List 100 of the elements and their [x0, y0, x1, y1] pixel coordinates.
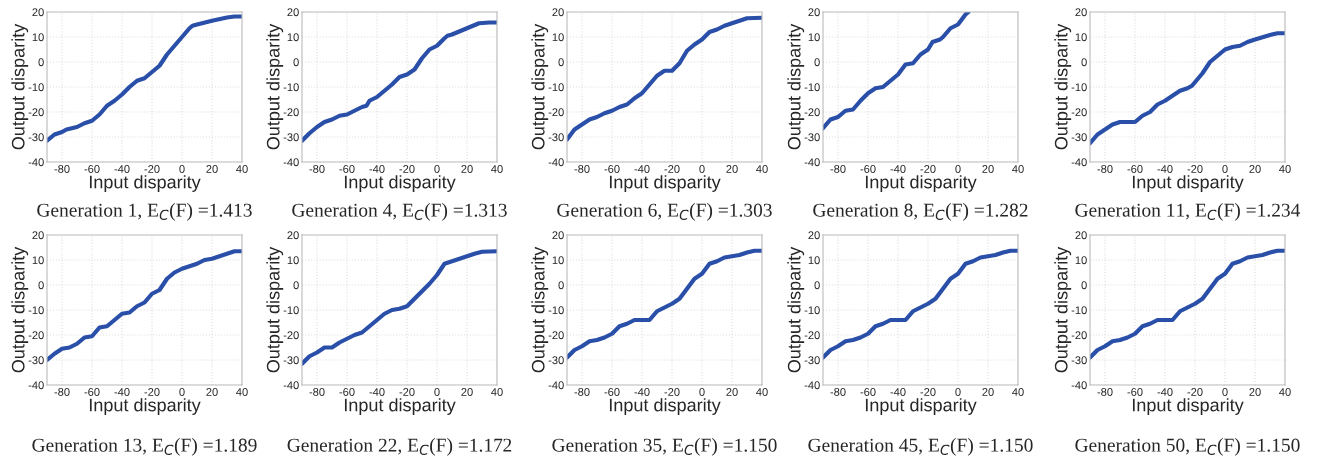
y-tick-label: -40 — [804, 381, 820, 390]
x-tick-label: 40 — [491, 165, 503, 173]
x-tick-label: -80 — [54, 165, 70, 173]
x-tick-label: 20 — [206, 165, 218, 173]
x-tick-label: -60 — [1127, 388, 1143, 396]
x-tick-label: 40 — [1279, 165, 1291, 173]
y-tick-label: 20 — [32, 8, 44, 17]
text: Generation 8, E$_{C}$(F) =1.282 — [813, 203, 1028, 221]
y-tick-label: -10 — [283, 83, 299, 92]
y-tick-label: 0 — [558, 281, 564, 290]
x-tick-label: -40 — [890, 165, 906, 173]
y-tick-label: 20 — [808, 8, 820, 17]
x-tick-label: -60 — [84, 388, 100, 396]
x-tick-label: 20 — [982, 165, 994, 173]
y-tick-label: -10 — [548, 306, 564, 315]
x-axis-title: Input disparity — [865, 398, 977, 415]
x-tick-label: -60 — [339, 388, 355, 396]
y-tick-label: -20 — [548, 331, 564, 340]
text: Generation 11, E$_{C}$(F) =1.234 — [1075, 203, 1301, 221]
x-tick-label: -60 — [339, 165, 355, 173]
y-tick-label: -30 — [548, 356, 564, 365]
x-tick-label: 0 — [434, 165, 440, 173]
y-tick-label: 10 — [552, 256, 564, 265]
x-tick-label: -40 — [114, 388, 130, 396]
y-tick-label: -40 — [1071, 381, 1087, 390]
y-axis-title: Output disparity — [1054, 246, 1072, 373]
x-tick-label: 20 — [982, 388, 994, 396]
text: Generation 1, E$_{C}$(F) =1.413 — [37, 203, 252, 221]
x-tick-label: 0 — [434, 388, 440, 396]
x-tick-label: -20 — [144, 388, 160, 396]
y-tick-label: -20 — [283, 108, 299, 117]
y-tick-label: 0 — [814, 281, 820, 290]
x-tick-label: -60 — [1127, 165, 1143, 173]
x-tick-label: -60 — [860, 165, 876, 173]
x-tick-label: 0 — [179, 165, 185, 173]
y-tick-label: -40 — [548, 158, 564, 167]
y-tick-label: -40 — [804, 158, 820, 167]
y-axis-title: Output disparity — [266, 246, 284, 373]
x-tick-label: 20 — [1249, 388, 1261, 396]
y-axis-title: Output disparity — [531, 246, 549, 373]
y-tick-label: -30 — [1071, 133, 1087, 142]
y-tick-label: 10 — [808, 33, 820, 42]
y-axis-title: Output disparity — [11, 246, 29, 373]
x-tick-label: -20 — [144, 165, 160, 173]
y-tick-label: 0 — [38, 281, 44, 290]
x-axis-title: Input disparity — [609, 398, 721, 415]
x-tick-label: -80 — [309, 165, 325, 173]
x-tick-label: -40 — [1157, 165, 1173, 173]
y-tick-label: -30 — [548, 133, 564, 142]
y-tick-label: -20 — [1071, 331, 1087, 340]
x-tick-label: -20 — [1187, 388, 1203, 396]
x-tick-label: -20 — [920, 388, 936, 396]
y-tick-label: 20 — [1075, 231, 1087, 240]
y-tick-label: 0 — [558, 58, 564, 67]
line-series — [567, 248, 762, 360]
x-axis-title: Input disparity — [89, 398, 201, 415]
y-tick-label: -40 — [1071, 158, 1087, 167]
y-tick-label: 20 — [552, 8, 564, 17]
x-axis-title: Input disparity — [865, 175, 977, 192]
y-tick-label: 0 — [293, 281, 299, 290]
text: Generation 35, E$_{C}$(F) =1.150 — [552, 438, 777, 456]
y-axis-title: Output disparity — [11, 23, 29, 150]
y-tick-label: -40 — [283, 381, 299, 390]
y-tick-label: 0 — [38, 58, 44, 67]
line-series — [823, 12, 971, 131]
y-tick-label: -30 — [283, 356, 299, 365]
x-tick-label: -80 — [1097, 165, 1113, 173]
y-tick-label: 20 — [1075, 8, 1087, 17]
y-tick-label: 20 — [552, 231, 564, 240]
x-tick-label: -80 — [309, 388, 325, 396]
x-tick-label: 20 — [1249, 165, 1261, 173]
y-tick-label: -10 — [804, 83, 820, 92]
x-tick-label: 0 — [699, 165, 705, 173]
y-axis-title: Output disparity — [531, 23, 549, 150]
x-tick-label: -40 — [369, 388, 385, 396]
y-tick-label: -10 — [1071, 83, 1087, 92]
line-series — [302, 249, 497, 366]
y-tick-label: -40 — [548, 381, 564, 390]
y-axis-title: Output disparity — [787, 246, 805, 373]
y-tick-label: -10 — [283, 306, 299, 315]
line-series — [47, 249, 242, 363]
x-tick-label: -80 — [574, 165, 590, 173]
y-tick-label: -20 — [28, 108, 44, 117]
x-tick-label: -80 — [830, 388, 846, 396]
y-tick-label: 20 — [287, 8, 299, 17]
x-tick-label: -40 — [890, 388, 906, 396]
y-tick-label: -30 — [283, 133, 299, 142]
line-series — [1090, 31, 1285, 146]
y-tick-label: 10 — [287, 33, 299, 42]
y-tick-label: -30 — [28, 356, 44, 365]
x-tick-label: -20 — [920, 165, 936, 173]
y-tick-label: -20 — [28, 331, 44, 340]
x-tick-label: 20 — [461, 165, 473, 173]
x-tick-label: 40 — [1012, 388, 1024, 396]
y-tick-label: -30 — [1071, 356, 1087, 365]
text: Generation 4, E$_{C}$(F) =1.313 — [292, 203, 507, 221]
y-tick-label: 10 — [287, 256, 299, 265]
x-tick-label: -80 — [54, 388, 70, 396]
y-tick-label: 0 — [293, 58, 299, 67]
y-tick-label: 20 — [287, 231, 299, 240]
